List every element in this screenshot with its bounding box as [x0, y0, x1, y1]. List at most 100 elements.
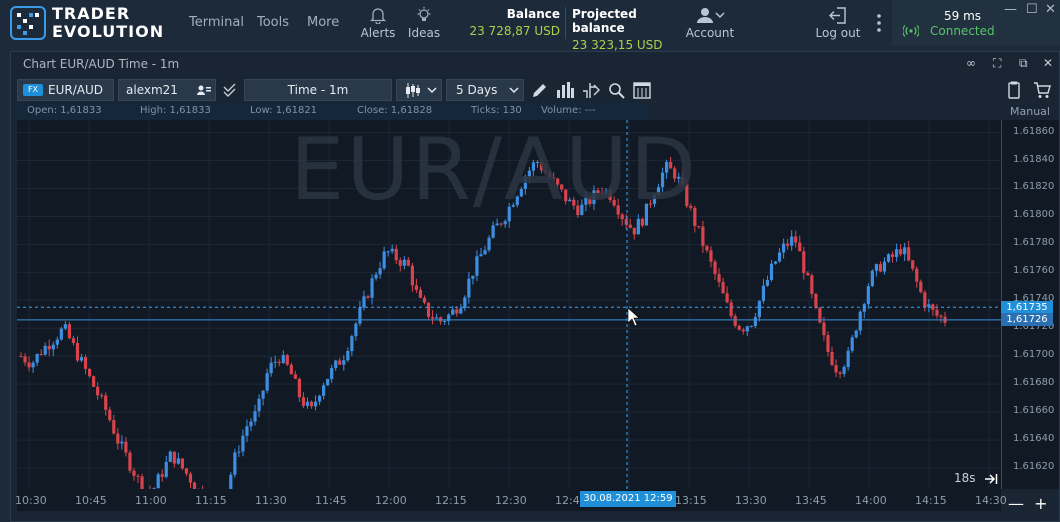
candle	[652, 193, 657, 208]
app-logo[interactable]: TRADER EVOLUTION	[10, 4, 176, 42]
maximize-window-icon[interactable]: ☐	[1026, 2, 1038, 17]
candle	[410, 263, 414, 292]
candle	[237, 445, 241, 458]
signal-icon	[903, 25, 919, 37]
candle	[503, 219, 507, 228]
chart-type-selector[interactable]	[396, 79, 442, 101]
zoom-icon[interactable]	[608, 82, 625, 99]
symbol-selector[interactable]: FX EUR/AUD	[17, 79, 114, 101]
clipboard-icon[interactable]	[1008, 81, 1020, 99]
logo-mark-icon	[10, 6, 46, 40]
candle	[539, 157, 544, 174]
close-window-icon[interactable]: ✕	[1045, 2, 1056, 17]
candle	[447, 313, 451, 326]
candle	[588, 195, 592, 207]
more-vertical-icon[interactable]	[876, 13, 882, 33]
candle	[346, 347, 350, 363]
candle	[112, 414, 116, 435]
drawing-tools-icon[interactable]	[582, 82, 600, 99]
menu-terminal[interactable]: Terminal	[189, 15, 244, 30]
candle	[749, 325, 753, 328]
candle	[927, 298, 931, 313]
candle	[366, 294, 370, 299]
minimize-window-icon[interactable]: —	[1004, 2, 1017, 17]
expand-icon[interactable]: ⛶	[993, 56, 1002, 70]
menu-more[interactable]: More	[307, 15, 340, 30]
candle	[769, 260, 774, 282]
candle	[67, 321, 72, 340]
candle	[326, 378, 330, 386]
period-selector[interactable]: 5 Days	[446, 79, 524, 101]
ohlc-low: Low: 1,61821	[250, 105, 318, 116]
candle	[426, 302, 431, 320]
popout-icon[interactable]: ⧉	[1019, 56, 1028, 70]
candle	[71, 335, 76, 346]
candle	[398, 257, 402, 272]
candle	[350, 334, 354, 357]
candle	[261, 390, 265, 406]
candle	[660, 167, 665, 192]
price-tick-label: 1.61820	[1013, 181, 1055, 193]
candle	[293, 370, 297, 380]
ideas-button[interactable]: Ideas	[404, 7, 444, 40]
account-button[interactable]: Account	[684, 7, 736, 40]
candle	[515, 195, 519, 208]
symbol-type-badge: FX	[23, 84, 43, 96]
candle	[273, 355, 277, 368]
chart-area[interactable]	[17, 120, 1001, 489]
balance-label: Balance	[506, 7, 560, 21]
candle	[866, 283, 870, 309]
candle	[370, 274, 374, 305]
candle	[253, 404, 257, 426]
candle	[681, 170, 685, 187]
candle	[709, 246, 713, 268]
candle	[818, 306, 822, 324]
ohlc-open: Open: 1,61833	[27, 105, 102, 116]
time-tick-label: 13:30	[735, 494, 767, 507]
candle	[693, 205, 697, 233]
candle	[882, 257, 887, 275]
chart-settings-icon[interactable]	[633, 82, 651, 99]
candle	[390, 244, 394, 254]
candle	[721, 277, 725, 294]
period-value: 5 Days	[456, 83, 498, 97]
candle	[846, 346, 850, 371]
alerts-button[interactable]: Alerts	[358, 7, 398, 40]
menu-tools[interactable]: Tools	[257, 15, 290, 30]
candle	[915, 266, 919, 288]
link-icon[interactable]: ∞	[966, 56, 976, 70]
candle	[100, 392, 104, 399]
candle	[23, 353, 27, 366]
cart-icon[interactable]	[1033, 81, 1051, 99]
candle	[806, 271, 810, 276]
close-panel-icon[interactable]: ✕	[1043, 56, 1054, 70]
candle	[773, 261, 778, 265]
candle	[51, 341, 55, 357]
candle	[495, 218, 499, 226]
candle	[277, 359, 281, 367]
candlestick-plot[interactable]	[17, 120, 1001, 489]
logout-button[interactable]: Log out	[812, 7, 864, 40]
timeframe-selector[interactable]: Time - 1m	[244, 79, 392, 101]
mouse-cursor-icon	[627, 307, 640, 327]
pencil-icon[interactable]	[531, 82, 548, 99]
candle	[830, 346, 834, 367]
double-check-icon[interactable]	[223, 83, 239, 97]
price-tick-label: 1.61680	[1013, 377, 1055, 389]
candle	[149, 485, 151, 489]
account-selector[interactable]: alexm21	[118, 79, 216, 101]
zoom-out-icon[interactable]: —	[1008, 494, 1024, 513]
zoom-in-icon[interactable]: +	[1034, 494, 1048, 513]
account-name: alexm21	[126, 83, 178, 97]
candle	[128, 450, 132, 474]
logout-label: Log out	[815, 26, 861, 40]
candle	[644, 203, 649, 226]
time-axis[interactable]: 10:30 10:45 11:00 11:15 11:30 11:45 12:00 12:15…	[15, 489, 1007, 511]
indicators-icon[interactable]	[556, 82, 574, 99]
scroll-to-end-icon[interactable]	[984, 473, 998, 485]
crosshair-time-label: 30.08.2021 12:59	[580, 491, 676, 507]
zoom-controls[interactable]: — +	[1008, 494, 1048, 513]
candle	[919, 279, 923, 294]
candle	[935, 304, 939, 319]
candle	[640, 217, 644, 228]
